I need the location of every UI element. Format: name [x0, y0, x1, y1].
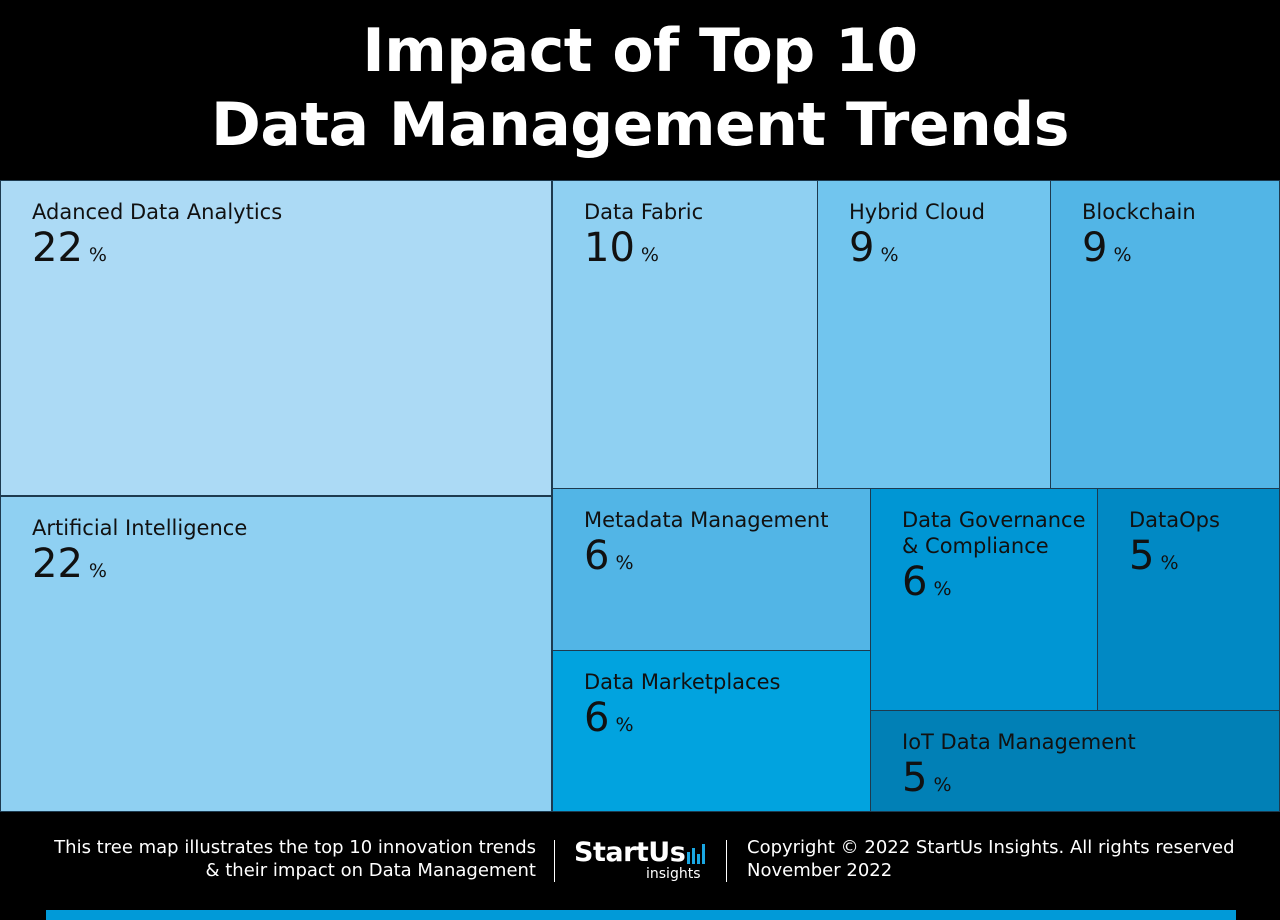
tile-value-number: 6 — [584, 533, 610, 579]
startus-insights-logo: StartUs insights — [574, 838, 708, 884]
tile-value-unit: % — [640, 244, 659, 266]
tile-label: Metadata Management — [584, 508, 829, 532]
chart-title: Impact of Top 10 Data Management Trends — [0, 14, 1280, 162]
tile-value-number: 9 — [849, 225, 875, 271]
tile-value-unit: % — [88, 244, 107, 266]
logo-sub-text: insights — [646, 866, 701, 882]
tile-value-number: 9 — [1082, 225, 1108, 271]
tile-value: 22% — [32, 225, 551, 278]
tile-label: Data Governance & Compliance — [902, 508, 1086, 558]
treemap-tile: IoT Data Management 5% — [870, 710, 1280, 812]
tile-value: 6% — [902, 559, 1097, 612]
treemap: Adanced Data Analytics 22% Artificial Inte… — [0, 180, 1280, 812]
tile-value: 6% — [584, 533, 870, 586]
footer-description-line-2: & their impact on Data Management — [205, 860, 536, 881]
tile-value-unit: % — [1113, 244, 1132, 266]
tile-value-unit: % — [933, 774, 952, 796]
treemap-tile: Data Fabric 10% — [552, 180, 818, 489]
tile-label: Adanced Data Analytics — [32, 200, 283, 224]
tile-value: 22% — [32, 541, 551, 594]
tile-value-unit: % — [615, 552, 634, 574]
treemap-tile: Data Governance & Compliance 6% — [870, 488, 1098, 711]
tile-label: Artificial Intelligence — [32, 516, 248, 540]
treemap-tile: Metadata Management 6% — [552, 488, 871, 651]
tile-value-unit: % — [880, 244, 899, 266]
treemap-tile: Adanced Data Analytics 22% — [0, 180, 552, 496]
footer-description-line-1: This tree map illustrates the top 10 inn… — [54, 837, 536, 858]
tile-value-unit: % — [88, 560, 107, 582]
footer-copyright-block: Copyright © 2022 StartUs Insights. All r… — [747, 836, 1235, 882]
tile-value-number: 6 — [584, 695, 610, 741]
title-line-1: Impact of Top 10 — [362, 16, 918, 86]
tile-value: 10% — [584, 225, 817, 278]
publish-date: November 2022 — [747, 860, 893, 881]
logo-brand-text: StartUs — [574, 837, 686, 868]
tile-value: 9% — [1082, 225, 1279, 278]
tile-value: 5% — [1129, 533, 1279, 586]
treemap-tile: Blockchain 9% — [1050, 180, 1280, 489]
tile-value-number: 22 — [32, 541, 83, 587]
tile-value-number: 6 — [902, 559, 928, 605]
tile-value-number: 5 — [902, 755, 928, 801]
tile-label: IoT Data Management — [902, 730, 1136, 754]
tile-value-unit: % — [615, 714, 634, 736]
treemap-tile: Artificial Intelligence 22% — [0, 496, 552, 812]
tile-label: Hybrid Cloud — [849, 200, 986, 224]
bottom-accent-bar — [46, 910, 1236, 920]
footer-divider-left — [554, 840, 555, 882]
title-line-2: Data Management Trends — [211, 90, 1069, 160]
tile-value: 6% — [584, 695, 870, 748]
tile-label: Blockchain — [1082, 200, 1196, 224]
treemap-tile: DataOps 5% — [1097, 488, 1280, 711]
tile-label: Data Marketplaces — [584, 670, 781, 694]
tile-value-unit: % — [933, 578, 952, 600]
footer-description: This tree map illustrates the top 10 inn… — [54, 836, 536, 882]
tile-value-unit: % — [1160, 552, 1179, 574]
treemap-tile: Data Marketplaces 6% — [552, 650, 871, 812]
treemap-tile: Hybrid Cloud 9% — [817, 180, 1051, 489]
footer-divider-right — [726, 840, 727, 882]
tile-label: Data Fabric — [584, 200, 704, 224]
tile-value-number: 10 — [584, 225, 635, 271]
tile-value-number: 22 — [32, 225, 83, 271]
bar-chart-icon — [687, 844, 705, 864]
tile-label: DataOps — [1129, 508, 1220, 532]
tile-value-number: 5 — [1129, 533, 1155, 579]
tile-value: 5% — [902, 755, 1279, 808]
tile-value: 9% — [849, 225, 1050, 278]
copyright-text: Copyright © 2022 StartUs Insights. All r… — [747, 837, 1235, 858]
